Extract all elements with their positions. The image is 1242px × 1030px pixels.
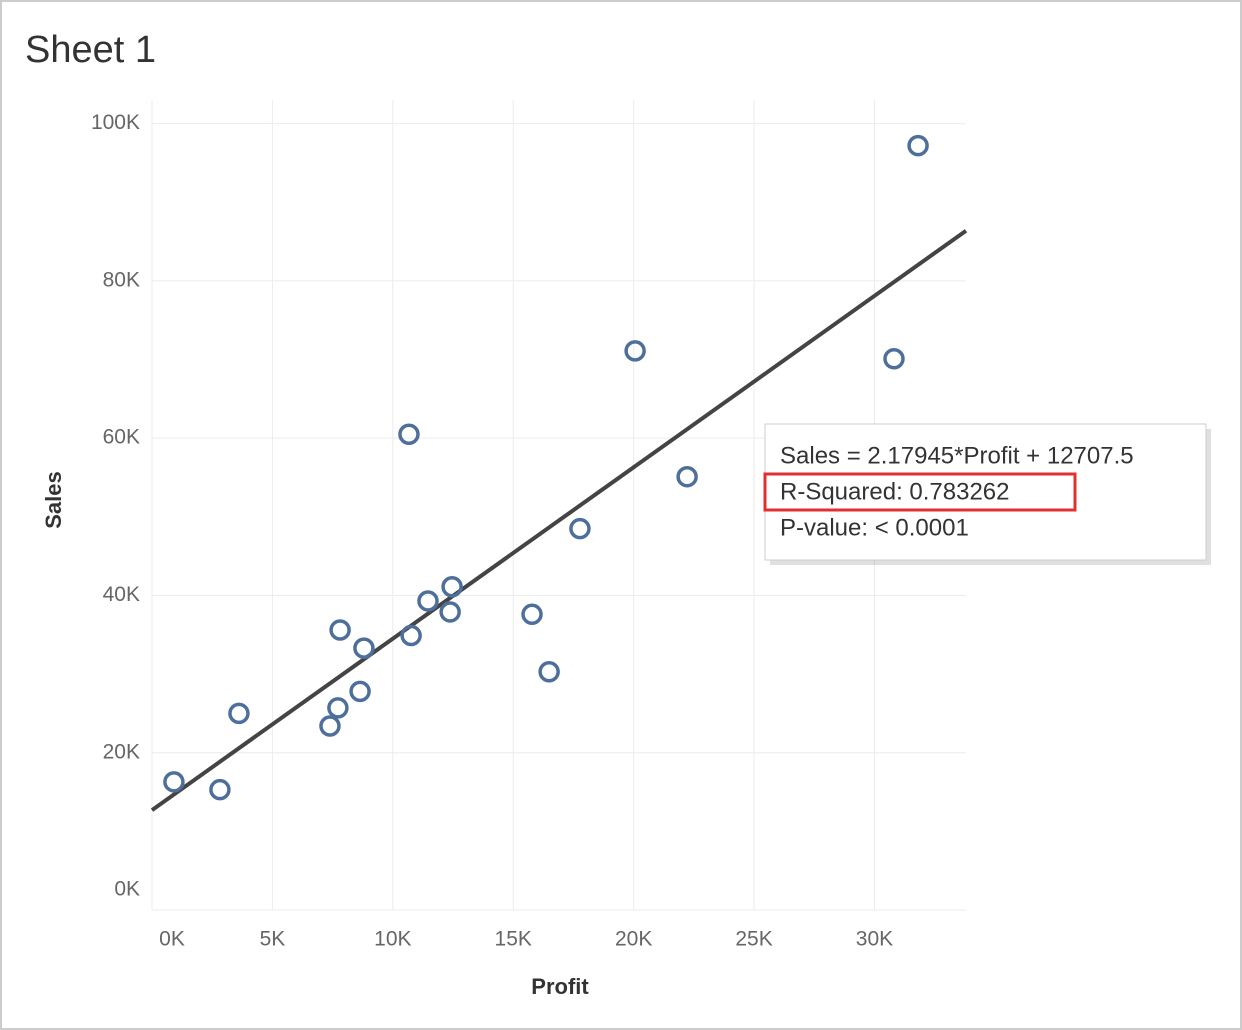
tooltip-line: R-Squared: 0.783262 (780, 478, 1010, 505)
point (907, 134, 929, 157)
point (439, 601, 461, 623)
x-tick-label: 15K (495, 928, 532, 951)
y-tick-label: 40K (103, 583, 140, 606)
x-tick-label: 20K (615, 928, 652, 951)
point (569, 517, 591, 540)
point (441, 576, 463, 598)
point (228, 702, 250, 725)
highlight-box (763, 472, 1077, 512)
x-axis-title: Profit (531, 974, 589, 999)
point (398, 423, 420, 445)
point (417, 590, 439, 612)
point (538, 660, 560, 683)
tooltip-box (764, 423, 1207, 561)
y-tick-label: 80K (103, 268, 140, 291)
x-tick-label: 25K (735, 928, 772, 951)
y-tick-label: 100K (91, 111, 140, 134)
x-tick-label: 0K (159, 928, 185, 951)
y-tick-label: 0K (114, 878, 140, 901)
marks (150, 134, 968, 812)
x-tick-label: 5K (260, 928, 286, 951)
x-tick-label: 10K (374, 928, 411, 951)
chart-title: Sheet 1 (25, 29, 156, 71)
x-tick-label: 30K (856, 928, 893, 951)
tooltip-line: Sales = 2.17945*Profit + 12707.5 (780, 442, 1134, 469)
y-tick-label: 20K (103, 740, 140, 763)
point (349, 680, 371, 703)
point (624, 340, 646, 362)
point (353, 637, 375, 659)
point (400, 624, 422, 647)
tooltip-line: P-value: < 0.0001 (780, 514, 969, 541)
point (163, 771, 185, 793)
grid: 0K 20K 40K 60K 80K 100K 0K 5K 10K 15K 20K 25K 30K (91, 100, 966, 951)
point (329, 619, 351, 641)
point (319, 715, 341, 737)
point (327, 697, 349, 719)
point (883, 347, 905, 370)
point (521, 603, 543, 626)
tooltip: Sales = 2.17945*Profit + 12707.5 R-Squar… (763, 423, 1211, 565)
y-tick-label: 60K (103, 426, 140, 449)
point (676, 465, 698, 488)
y-axis-title: Sales (41, 471, 66, 529)
point (209, 778, 231, 801)
trend-line (150, 229, 968, 812)
